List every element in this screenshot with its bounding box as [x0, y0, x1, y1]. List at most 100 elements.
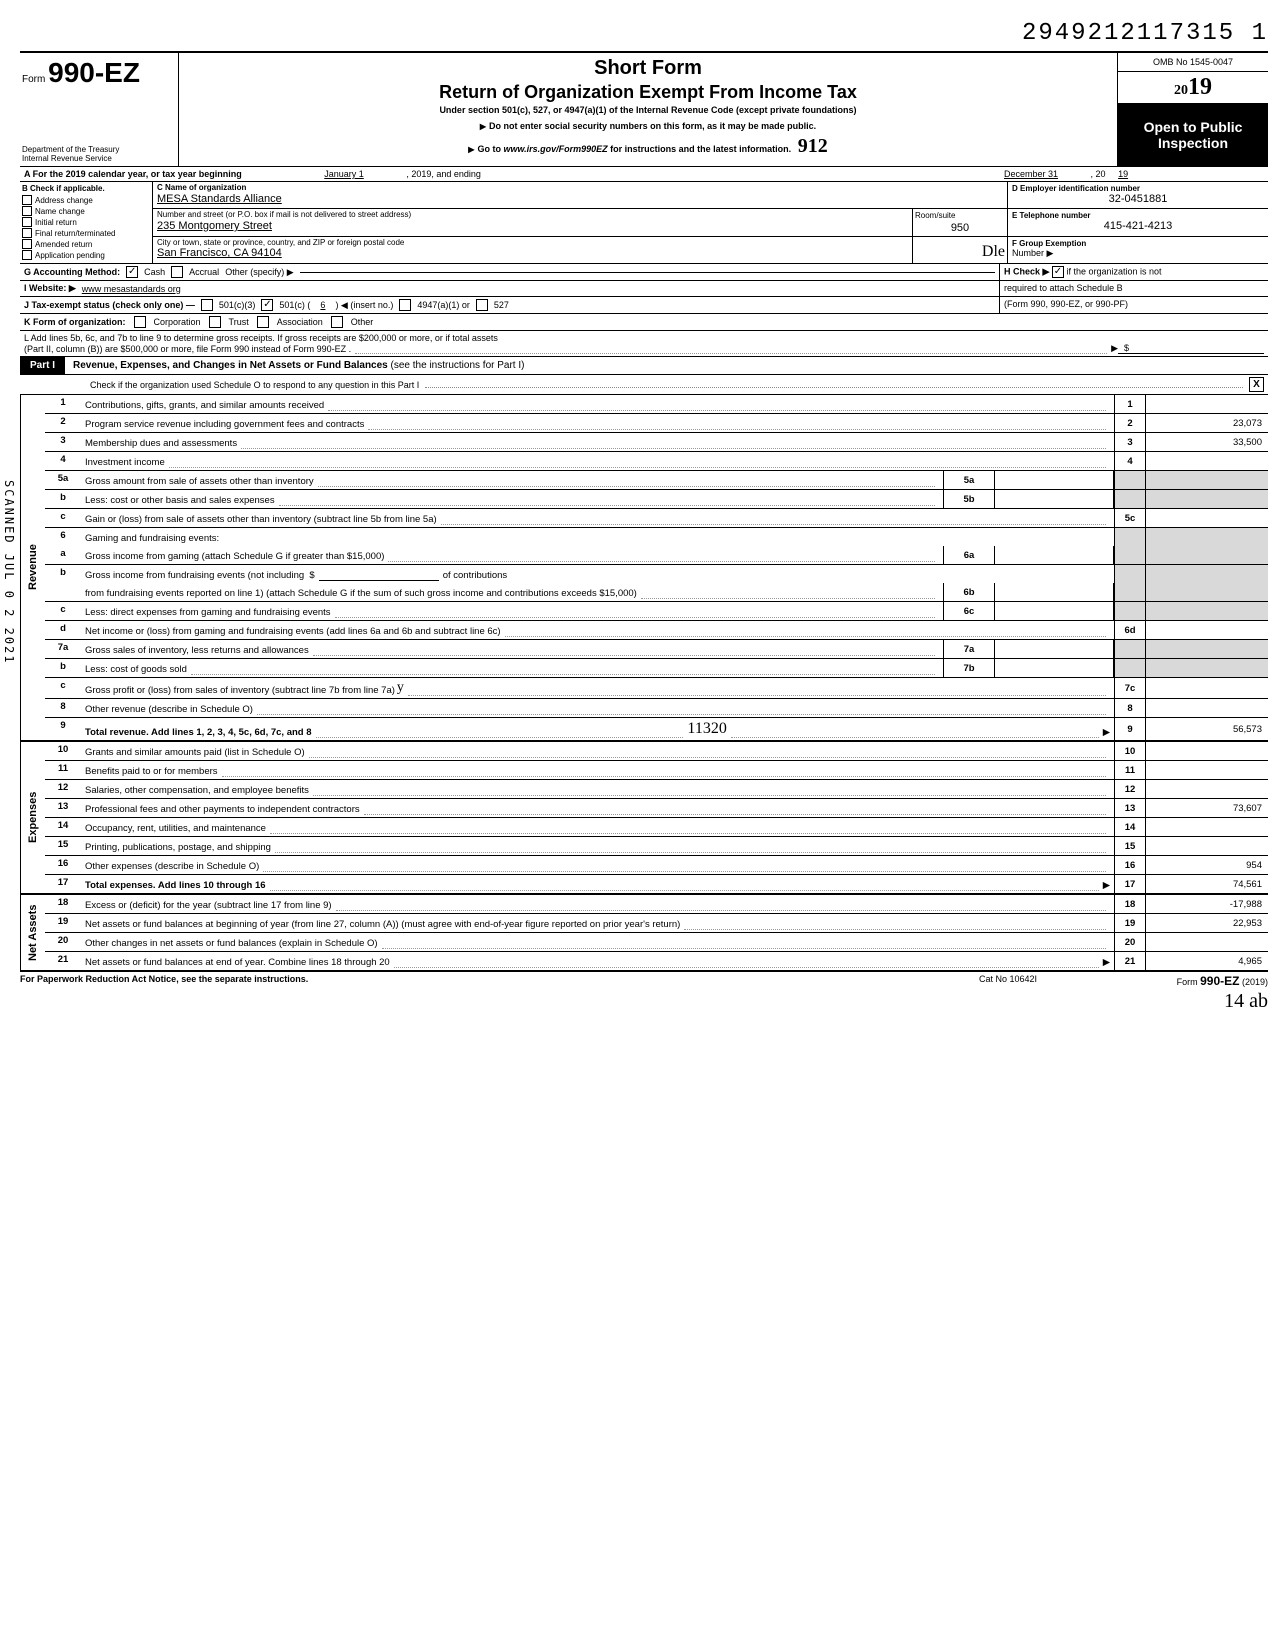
chk-4947[interactable]	[399, 299, 411, 311]
ln-val[interactable]: 954	[1145, 856, 1268, 874]
ln-val-shade	[1145, 659, 1268, 677]
l-text-1: L Add lines 5b, 6c, and 7b to line 9 to …	[24, 333, 1264, 343]
chk-accrual[interactable]	[171, 266, 183, 278]
ln-val[interactable]: -17,988	[1145, 895, 1268, 913]
chk-initial-return[interactable]: Initial return	[22, 217, 150, 227]
form-title-sub: Under section 501(c), 527, or 4947(a)(1)…	[187, 105, 1109, 115]
ln-box-shade	[1114, 602, 1145, 620]
chk-assoc[interactable]	[257, 316, 269, 328]
ln-val[interactable]	[1145, 742, 1268, 760]
chk-schedule-o[interactable]: X	[1249, 377, 1264, 392]
ln-desc: Investment income	[85, 457, 165, 468]
row-a-end[interactable]: December 31	[1004, 169, 1058, 179]
ln-val[interactable]	[1145, 780, 1268, 798]
ln-midval[interactable]	[995, 659, 1114, 677]
ln-desc: Gain or (loss) from sale of assets other…	[85, 514, 437, 525]
line-5b: bLess: cost or other basis and sales exp…	[45, 490, 1268, 509]
ln-val[interactable]: 23,073	[1145, 414, 1268, 432]
open-to-public: Open to Public Inspection	[1118, 104, 1268, 166]
chk-name-change[interactable]: Name change	[22, 206, 150, 216]
ln-num: 5a	[45, 471, 81, 489]
block-f: F Group Exemption Number ▶	[1008, 237, 1268, 263]
ln-num: b	[45, 659, 81, 677]
chk-amended-return[interactable]: Amended return	[22, 239, 150, 249]
chk-application-pending[interactable]: Application pending	[22, 250, 150, 260]
ln-midbox: 5b	[943, 490, 995, 508]
ln-val[interactable]	[1145, 395, 1268, 413]
ln-val[interactable]: 33,500	[1145, 433, 1268, 451]
ln-val[interactable]	[1145, 761, 1268, 779]
ln-val-shade	[1145, 602, 1268, 620]
ln-val[interactable]	[1145, 509, 1268, 527]
ln-desc: Gross amount from sale of assets other t…	[85, 476, 314, 487]
line-7b: bLess: cost of goods sold7b	[45, 659, 1268, 678]
ln-midval[interactable]	[995, 546, 1114, 564]
website-value[interactable]: www mesastandards org	[82, 284, 181, 294]
j-c-post: ) ◀ (insert no.)	[335, 300, 393, 311]
chk-other[interactable]	[331, 316, 343, 328]
line-6b-2: from fundraising events reported on line…	[45, 583, 1268, 602]
year-bold: 19	[1188, 74, 1212, 100]
ln-desc: Excess or (deficit) for the year (subtra…	[85, 900, 332, 911]
chk-label: Amended return	[35, 240, 92, 249]
chk-address-change[interactable]: Address change	[22, 195, 150, 205]
ln-desc: Gross income from fundraising events (no…	[85, 570, 315, 581]
ln-val[interactable]: 4,965	[1145, 952, 1268, 970]
k-other: Other	[351, 317, 374, 327]
ln-box: 7c	[1114, 678, 1145, 698]
l-dollar[interactable]: $	[1118, 343, 1264, 354]
ln-val-shade	[1145, 471, 1268, 489]
ln-midbox: 5a	[943, 471, 995, 489]
h-cont: required to attach Schedule B	[999, 281, 1268, 296]
ln-midval[interactable]	[995, 602, 1114, 620]
line-17: 17Total expenses. Add lines 10 through 1…	[45, 875, 1268, 893]
chk-527[interactable]	[476, 299, 488, 311]
chk-final-return[interactable]: Final return/terminated	[22, 228, 150, 238]
ln-midval[interactable]	[995, 640, 1114, 658]
line-3: 3Membership dues and assessments333,500	[45, 433, 1268, 452]
ln-val[interactable]	[1145, 837, 1268, 855]
g-cash: Cash	[144, 267, 165, 277]
ln-desc: Total revenue. Add lines 1, 2, 3, 4, 5c,…	[85, 727, 312, 738]
ln-val[interactable]: 22,953	[1145, 914, 1268, 932]
phone-value[interactable]: 415-421-4213	[1012, 220, 1264, 232]
ein-value[interactable]: 32-0451881	[1012, 193, 1264, 205]
j-c-num[interactable]: 6	[316, 300, 329, 310]
ln-midval[interactable]	[995, 583, 1114, 601]
ln-val[interactable]	[1145, 699, 1268, 717]
chk-h[interactable]	[1052, 266, 1064, 278]
ln-midval[interactable]	[995, 490, 1114, 508]
ln-val[interactable]	[1145, 678, 1268, 698]
city-value[interactable]: San Francisco, CA 94104	[157, 247, 908, 260]
addr-value[interactable]: 235 Montgomery Street	[157, 220, 908, 233]
row-a-yr[interactable]: 19	[1118, 169, 1128, 179]
row-l: L Add lines 5b, 6c, and 7b to line 9 to …	[20, 331, 1268, 357]
line-9: 9Total revenue. Add lines 1, 2, 3, 4, 5c…	[45, 718, 1268, 740]
footer-right: Form 990-EZ (2019) 14 ab	[1108, 974, 1268, 1013]
chk-501c[interactable]	[261, 299, 273, 311]
ln-val[interactable]	[1145, 818, 1268, 836]
line-7a: 7aGross sales of inventory, less returns…	[45, 640, 1268, 659]
ln-val[interactable]: 74,561	[1145, 875, 1268, 893]
chk-cash[interactable]	[126, 266, 138, 278]
ln-val[interactable]: 56,573	[1145, 718, 1268, 740]
ln-desc: Less: cost or other basis and sales expe…	[85, 495, 275, 506]
chk-trust[interactable]	[209, 316, 221, 328]
form-header-right: OMB No 1545-0047 2019 Open to Public Ins…	[1117, 53, 1268, 166]
chk-501c3[interactable]	[201, 299, 213, 311]
tax-year: 2019	[1118, 72, 1268, 104]
ln-val[interactable]	[1145, 933, 1268, 951]
ln-midval[interactable]	[995, 471, 1114, 489]
org-name[interactable]: MESA Standards Alliance	[157, 193, 1003, 206]
chk-corp[interactable]	[134, 316, 146, 328]
ln-val[interactable]	[1145, 621, 1268, 639]
ln-midbox: 6b	[943, 583, 995, 601]
ln-val[interactable]	[1145, 452, 1268, 470]
line-5c: cGain or (loss) from sale of assets othe…	[45, 509, 1268, 528]
line-1: 1Contributions, gifts, grants, and simil…	[45, 395, 1268, 414]
row-a-begin[interactable]: January 1	[324, 169, 364, 179]
ln-val[interactable]: 73,607	[1145, 799, 1268, 817]
ln-num: c	[45, 602, 81, 620]
ln-desc: Professional fees and other payments to …	[85, 804, 360, 815]
room-value[interactable]: 950	[915, 222, 1005, 234]
